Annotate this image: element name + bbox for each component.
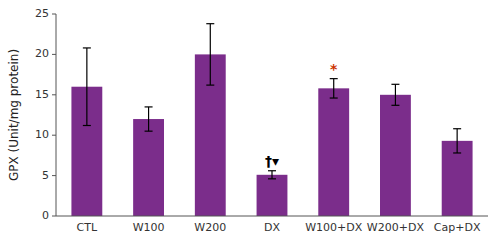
chart-container: 0 5 10 15 20 25 GPX (Unit/mg protein) CTL W100 W2…	[0, 0, 500, 242]
error-bar	[145, 107, 153, 131]
y-tick	[52, 14, 56, 15]
x-tick-label: Cap+DX	[434, 221, 481, 234]
x-tick-label: W200	[194, 221, 226, 234]
x-tick-label: CTL	[77, 221, 98, 234]
y-tick-label: 0	[42, 209, 49, 222]
error-bar	[453, 129, 461, 153]
y-tick	[52, 216, 56, 217]
y-tick	[52, 54, 56, 55]
error-bar	[268, 171, 276, 179]
x-tick-label: DX	[264, 221, 280, 234]
annotation: *	[330, 61, 338, 77]
x-tick-label: W100	[133, 221, 165, 234]
y-tick-label: 20	[35, 47, 49, 60]
y-axis-line	[56, 14, 57, 216]
chart: 0 5 10 15 20 25 GPX (Unit/mg protein) CTL W100 W2…	[0, 0, 500, 242]
y-tick	[52, 175, 56, 176]
y-tick-label: 10	[35, 128, 49, 141]
x-axis: CTL W100 W200 DX W100+DX W200+DX Cap+DX	[56, 216, 488, 234]
annotation: †▾	[265, 153, 279, 169]
y-tick-label: 25	[35, 7, 49, 20]
error-bar	[330, 79, 338, 98]
y-tick	[52, 135, 56, 136]
bars	[71, 24, 472, 216]
bar	[133, 119, 164, 216]
x-tick-label: W100+DX	[305, 221, 363, 234]
y-tick-label: 15	[35, 88, 49, 101]
bar	[318, 88, 349, 216]
error-bar	[391, 84, 399, 105]
bar	[380, 95, 411, 216]
bar	[257, 175, 288, 216]
x-axis-line	[56, 216, 488, 217]
y-tick-label: 5	[42, 169, 49, 182]
x-tick-label: W200+DX	[367, 221, 425, 234]
error-bar	[206, 24, 214, 85]
error-bar	[83, 48, 91, 126]
y-axis: 0 5 10 15 20 25	[35, 7, 56, 222]
y-tick	[52, 94, 56, 95]
y-axis-label: GPX (Unit/mg protein)	[7, 49, 21, 181]
